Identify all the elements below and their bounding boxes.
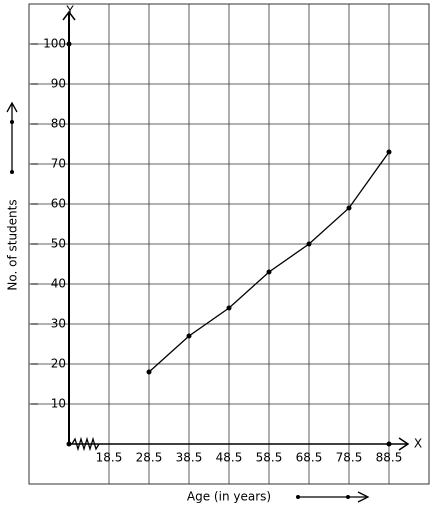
data-point xyxy=(346,205,352,211)
y-label-arrowhead xyxy=(6,101,18,113)
x-label-arrowhead xyxy=(357,491,370,503)
x-axis-label: Age (in years) xyxy=(187,490,271,504)
x-label-arrow-dot xyxy=(346,495,350,499)
axis-dot xyxy=(386,441,392,447)
y-axis-arrow xyxy=(62,10,76,21)
y-tick-label: 80 xyxy=(51,117,66,131)
x-label-arrow-dot xyxy=(296,495,300,499)
x-tick-label: 78.5 xyxy=(336,451,363,465)
y-tick-label: 30 xyxy=(51,317,66,331)
y-axis-label: No. of students xyxy=(6,199,20,290)
y-axis-name: Y xyxy=(65,4,74,18)
y-tick-label: 70 xyxy=(51,157,66,171)
axis-top-dot xyxy=(66,41,72,47)
data-point xyxy=(186,333,192,339)
axis-break xyxy=(71,436,100,452)
data-point xyxy=(306,241,312,247)
data-point xyxy=(386,149,392,155)
y-tick-label: 10 xyxy=(51,397,66,411)
y-tick-label: 40 xyxy=(51,277,66,291)
y-tick-label: 50 xyxy=(51,237,66,251)
data-point xyxy=(146,369,152,375)
x-tick-label: 88.5 xyxy=(376,451,403,465)
y-tick-label: 60 xyxy=(51,197,66,211)
x-axis-name: X xyxy=(414,437,422,451)
y-tick-label: 100 xyxy=(43,37,66,51)
y-tick-label: 90 xyxy=(51,77,66,91)
data-point xyxy=(226,305,232,311)
data-point xyxy=(266,269,272,275)
x-tick-label: 28.5 xyxy=(136,451,163,465)
x-axis-arrow xyxy=(398,437,410,451)
y-label-arrow-dot xyxy=(10,170,14,174)
origin-dot xyxy=(66,441,72,447)
x-tick-label: 58.5 xyxy=(256,451,283,465)
x-tick-label: 38.5 xyxy=(176,451,203,465)
x-tick-label: 18.5 xyxy=(96,451,123,465)
y-label-arrow-dot xyxy=(10,120,14,124)
x-tick-label: 68.5 xyxy=(296,451,323,465)
x-tick-label: 48.5 xyxy=(216,451,243,465)
y-tick-label: 20 xyxy=(51,357,66,371)
